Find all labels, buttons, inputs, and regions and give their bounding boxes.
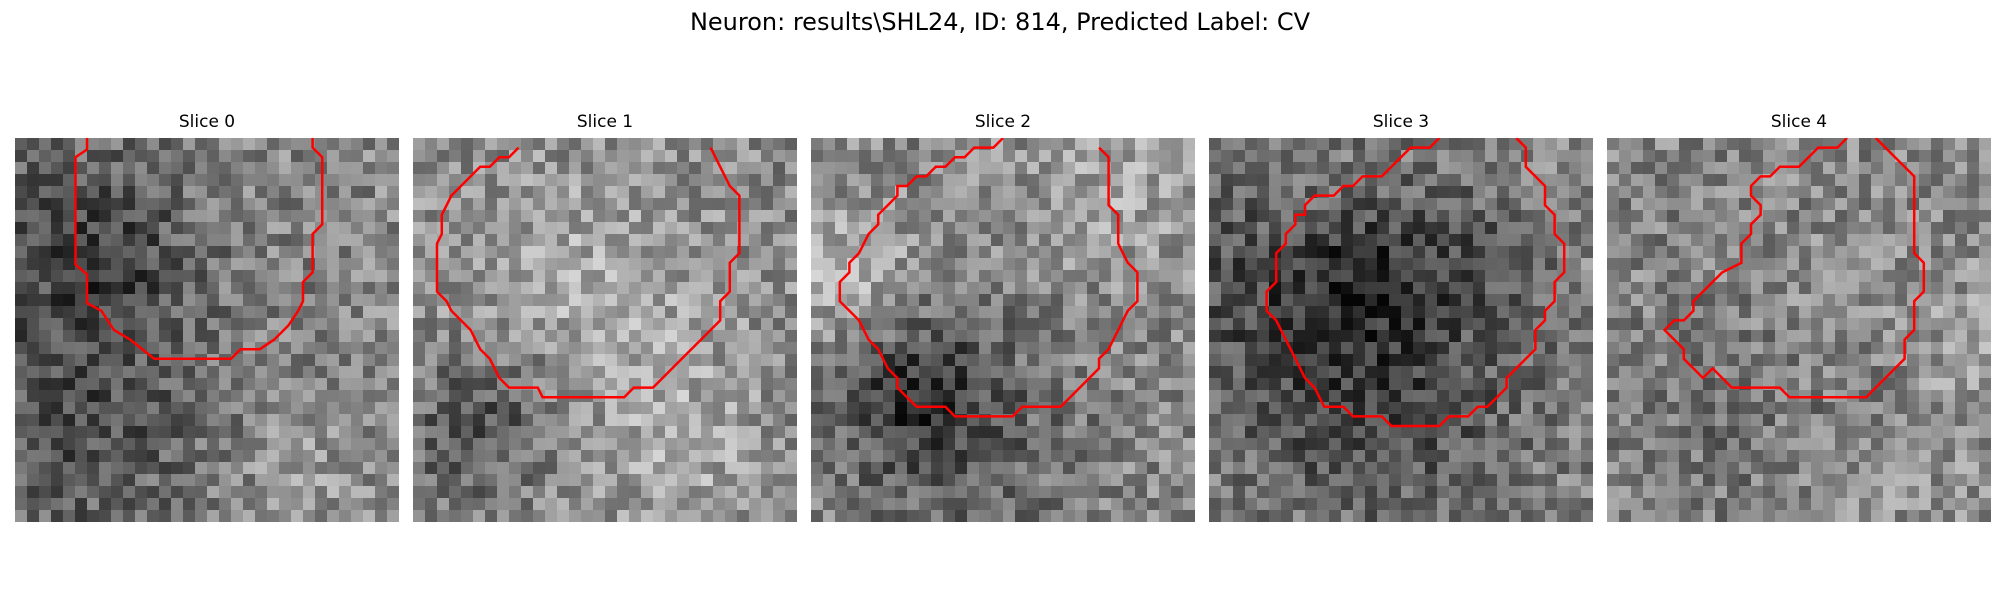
slice-1-contour <box>435 146 741 399</box>
slice-panel-4: Slice 4 <box>1607 110 1991 522</box>
slice-3-pixels <box>1209 138 1593 522</box>
figure-title: Neuron: results\SHL24, ID: 814, Predicte… <box>689 8 1311 36</box>
slice-4-contour <box>1662 138 1926 399</box>
slice-0-pixels <box>15 138 399 522</box>
slice-4-pixels <box>1607 138 1991 522</box>
slice-4-title: Slice 4 <box>1770 112 1828 132</box>
slice-3-contour <box>1265 138 1566 428</box>
slice-3-title: Slice 3 <box>1372 112 1430 132</box>
slice-panel-0: Slice 0 <box>15 110 399 522</box>
slice-2-contour <box>838 138 1139 418</box>
slice-panel-2: Slice 2 <box>811 110 1195 522</box>
slice-panel-1: Slice 1 <box>413 110 797 522</box>
slice-3-image <box>1209 138 1593 522</box>
slice-2-title: Slice 2 <box>974 112 1032 132</box>
slice-1-title: Slice 1 <box>576 112 634 132</box>
slice-0-title: Slice 0 <box>178 112 236 132</box>
slice-2-pixels <box>811 138 1195 522</box>
slice-1-image <box>413 138 797 522</box>
slice-panel-3: Slice 3 <box>1209 110 1593 522</box>
slice-0-image <box>15 138 399 522</box>
slice-2-image <box>811 138 1195 522</box>
slice-4-image <box>1607 138 1991 522</box>
slice-0-contour <box>74 138 324 361</box>
